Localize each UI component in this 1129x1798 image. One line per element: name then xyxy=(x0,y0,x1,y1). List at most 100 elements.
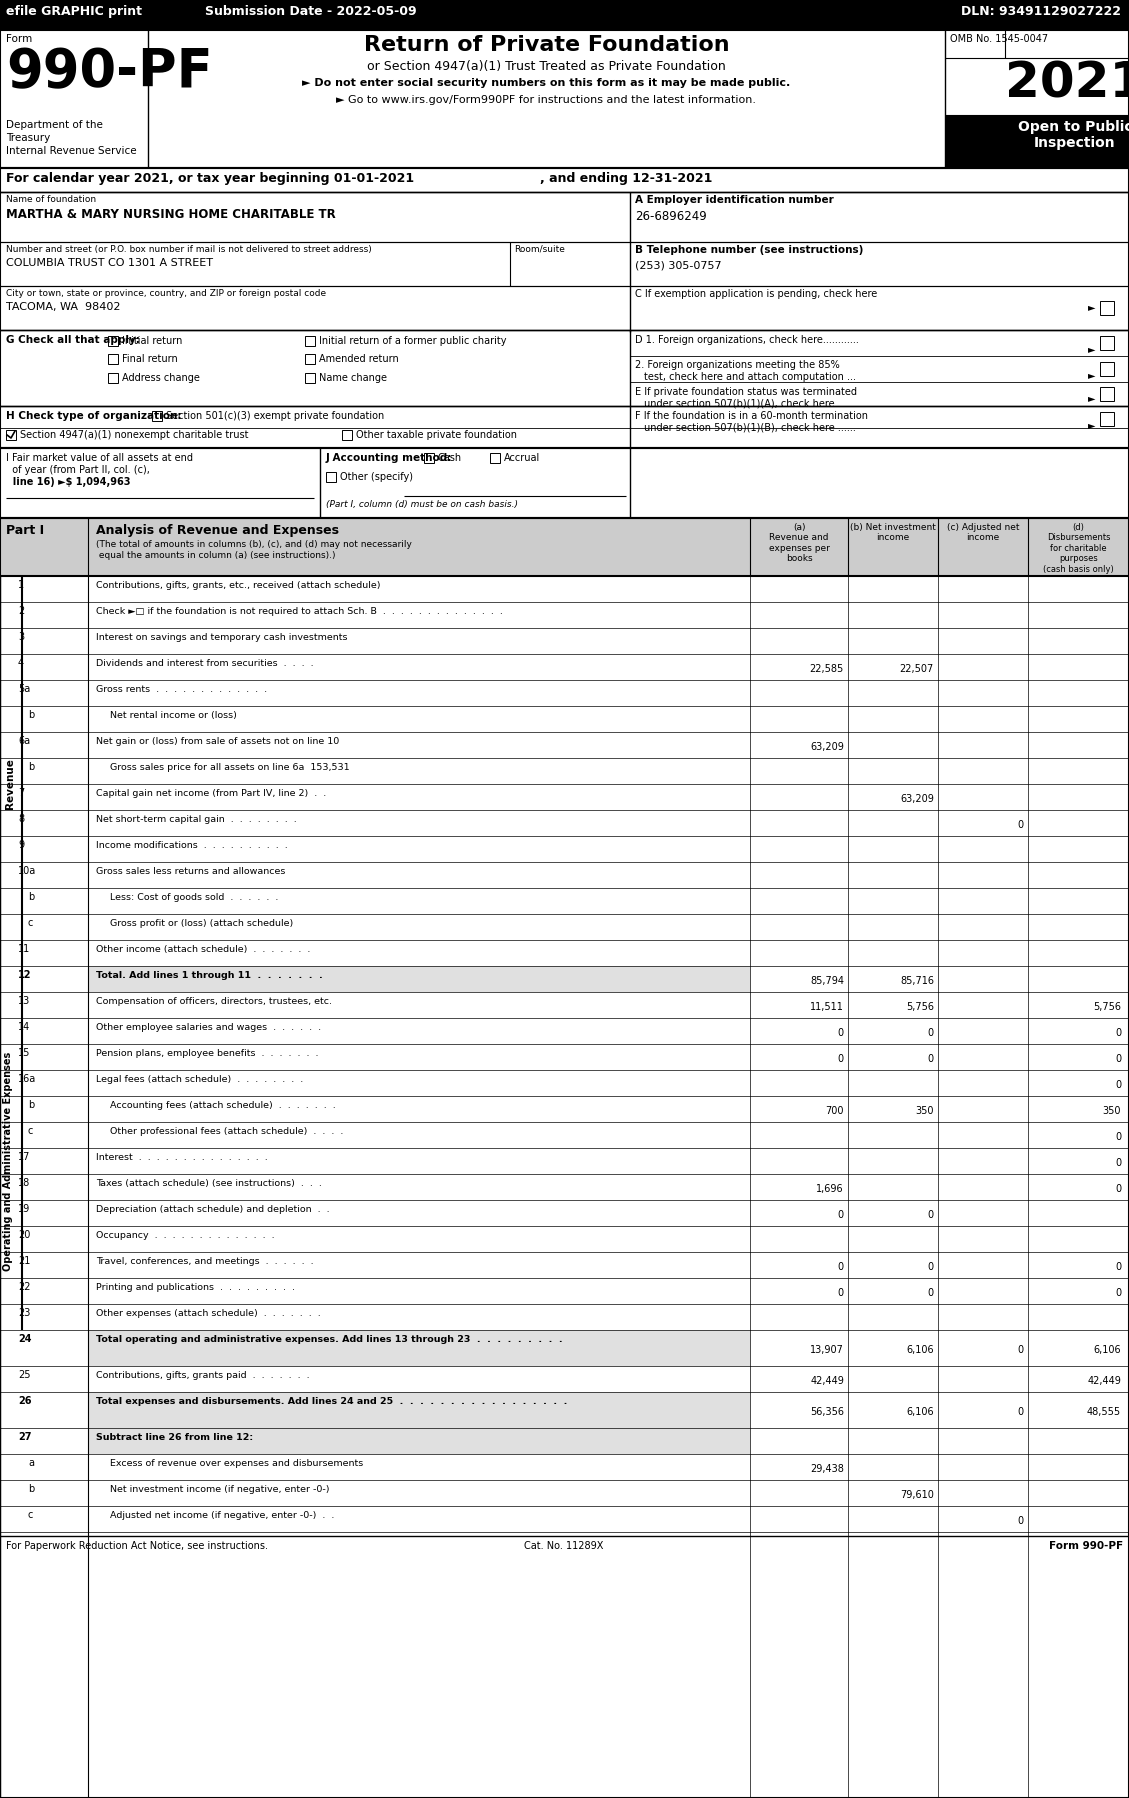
Text: Net short-term capital gain  .  .  .  .  .  .  .  .: Net short-term capital gain . . . . . . … xyxy=(96,814,297,823)
Text: OMB No. 1545-0047: OMB No. 1545-0047 xyxy=(949,34,1048,43)
Text: 22: 22 xyxy=(18,1282,30,1293)
Text: 56,356: 56,356 xyxy=(809,1408,844,1417)
Text: Address change: Address change xyxy=(122,372,200,383)
Text: Net gain or (loss) from sale of assets not on line 10: Net gain or (loss) from sale of assets n… xyxy=(96,737,339,746)
Text: Submission Date - 2022-05-09: Submission Date - 2022-05-09 xyxy=(205,5,417,18)
Text: MARTHA & MARY NURSING HOME CHARITABLE TR: MARTHA & MARY NURSING HOME CHARITABLE TR xyxy=(6,209,335,221)
Text: (b) Net investment
income: (b) Net investment income xyxy=(850,523,936,543)
Text: 42,449: 42,449 xyxy=(1087,1375,1121,1386)
Text: 21: 21 xyxy=(18,1257,30,1266)
Text: Operating and Administrative Expenses: Operating and Administrative Expenses xyxy=(3,1052,14,1271)
Text: Final return: Final return xyxy=(122,354,177,363)
Text: Accounting fees (attach schedule)  .  .  .  .  .  .  .: Accounting fees (attach schedule) . . . … xyxy=(110,1100,335,1109)
Text: Printing and publications  .  .  .  .  .  .  .  .  .: Printing and publications . . . . . . . … xyxy=(96,1284,295,1293)
Text: 2: 2 xyxy=(18,606,24,617)
Bar xyxy=(425,453,434,464)
Text: 990-PF: 990-PF xyxy=(6,47,212,99)
Text: 26: 26 xyxy=(18,1395,32,1406)
Text: 22,585: 22,585 xyxy=(809,663,844,674)
Bar xyxy=(152,412,161,421)
Bar xyxy=(88,966,750,992)
Text: Initial return of a former public charity: Initial return of a former public charit… xyxy=(320,336,507,345)
Text: b: b xyxy=(28,892,34,903)
Bar xyxy=(305,336,315,345)
Bar xyxy=(305,354,315,363)
Text: test, check here and attach computation ...: test, check here and attach computation … xyxy=(644,372,856,381)
Text: 11,511: 11,511 xyxy=(811,1001,844,1012)
Text: Amended return: Amended return xyxy=(320,354,399,363)
Text: of year (from Part II, col. (c),: of year (from Part II, col. (c), xyxy=(6,466,150,475)
Text: ►: ► xyxy=(1088,343,1095,354)
Text: Name change: Name change xyxy=(320,372,387,383)
Bar xyxy=(305,372,315,383)
Text: Net investment income (if negative, enter -0-): Net investment income (if negative, ente… xyxy=(110,1485,330,1494)
Text: 0: 0 xyxy=(1018,1408,1024,1417)
Text: 18: 18 xyxy=(18,1178,30,1188)
Text: Return of Private Foundation: Return of Private Foundation xyxy=(364,34,729,56)
Text: DLN: 93491129027222: DLN: 93491129027222 xyxy=(961,5,1121,18)
Text: Contributions, gifts, grants, etc., received (attach schedule): Contributions, gifts, grants, etc., rece… xyxy=(96,581,380,590)
Text: Gross rents  .  .  .  .  .  .  .  .  .  .  .  .  .: Gross rents . . . . . . . . . . . . . xyxy=(96,685,268,694)
Text: H Check type of organization:: H Check type of organization: xyxy=(6,412,182,421)
Text: Net rental income or (loss): Net rental income or (loss) xyxy=(110,710,237,719)
Text: 85,794: 85,794 xyxy=(809,976,844,985)
Text: Travel, conferences, and meetings  .  .  .  .  .  .: Travel, conferences, and meetings . . . … xyxy=(96,1257,314,1266)
Bar xyxy=(1100,361,1114,376)
Text: 0: 0 xyxy=(1018,820,1024,831)
Text: 79,610: 79,610 xyxy=(900,1491,934,1500)
Text: Contributions, gifts, grants paid  .  .  .  .  .  .  .: Contributions, gifts, grants paid . . . … xyxy=(96,1372,309,1381)
Text: 0: 0 xyxy=(928,1054,934,1064)
Text: 2. Foreign organizations meeting the 85%: 2. Foreign organizations meeting the 85% xyxy=(634,360,840,370)
Text: D 1. Foreign organizations, check here............: D 1. Foreign organizations, check here..… xyxy=(634,334,859,345)
Text: 0: 0 xyxy=(928,1287,934,1298)
Text: Accrual: Accrual xyxy=(504,453,541,464)
Text: Internal Revenue Service: Internal Revenue Service xyxy=(6,146,137,156)
Text: Excess of revenue over expenses and disbursements: Excess of revenue over expenses and disb… xyxy=(110,1458,364,1467)
Text: 10a: 10a xyxy=(18,867,36,876)
Text: A Employer identification number: A Employer identification number xyxy=(634,194,833,205)
Bar xyxy=(490,453,500,464)
Text: 6,106: 6,106 xyxy=(907,1408,934,1417)
Text: (Part I, column (d) must be on cash basis.): (Part I, column (d) must be on cash basi… xyxy=(326,500,518,509)
Text: Pension plans, employee benefits  .  .  .  .  .  .  .: Pension plans, employee benefits . . . .… xyxy=(96,1048,318,1057)
Text: 0: 0 xyxy=(1018,1516,1024,1527)
Text: Income modifications  .  .  .  .  .  .  .  .  .  .: Income modifications . . . . . . . . . . xyxy=(96,841,288,850)
Text: City or town, state or province, country, and ZIP or foreign postal code: City or town, state or province, country… xyxy=(6,289,326,298)
Text: b: b xyxy=(28,710,34,719)
Text: 23: 23 xyxy=(18,1307,30,1318)
Text: 0: 0 xyxy=(838,1210,844,1221)
Text: c: c xyxy=(28,919,34,928)
Text: 12: 12 xyxy=(18,969,32,980)
Text: (c) Adjusted net
income: (c) Adjusted net income xyxy=(947,523,1019,543)
Text: 14: 14 xyxy=(18,1021,30,1032)
Text: 0: 0 xyxy=(1114,1185,1121,1194)
Bar xyxy=(342,430,352,441)
Bar xyxy=(1100,412,1114,426)
Text: b: b xyxy=(28,1483,34,1494)
Text: Check ►□ if the foundation is not required to attach Sch. B  .  .  .  .  .  .  .: Check ►□ if the foundation is not requir… xyxy=(96,608,502,617)
Text: 19: 19 xyxy=(18,1205,30,1214)
Text: line 16) ►$ 1,094,963: line 16) ►$ 1,094,963 xyxy=(6,476,131,487)
Text: 0: 0 xyxy=(838,1028,844,1037)
Text: 6a: 6a xyxy=(18,735,30,746)
Text: ►: ► xyxy=(1088,421,1095,430)
Text: Capital gain net income (from Part IV, line 2)  .  .: Capital gain net income (from Part IV, l… xyxy=(96,789,326,798)
Text: 3: 3 xyxy=(18,633,24,642)
Text: Interest on savings and temporary cash investments: Interest on savings and temporary cash i… xyxy=(96,633,348,642)
Text: Open to Public
Inspection: Open to Public Inspection xyxy=(1017,120,1129,151)
Text: 7: 7 xyxy=(18,788,24,798)
Text: 29,438: 29,438 xyxy=(811,1464,844,1474)
Text: 0: 0 xyxy=(1114,1262,1121,1271)
Text: Analysis of Revenue and Expenses: Analysis of Revenue and Expenses xyxy=(96,523,339,538)
Text: 4: 4 xyxy=(18,658,24,669)
Bar xyxy=(108,336,119,345)
Text: Other expenses (attach schedule)  .  .  .  .  .  .  .: Other expenses (attach schedule) . . . .… xyxy=(96,1309,321,1318)
Text: Interest  .  .  .  .  .  .  .  .  .  .  .  .  .  .  .: Interest . . . . . . . . . . . . . . . xyxy=(96,1153,268,1162)
Text: Other (specify): Other (specify) xyxy=(340,473,413,482)
Text: (d)
Disbursements
for charitable
purposes
(cash basis only): (d) Disbursements for charitable purpose… xyxy=(1043,523,1114,574)
Text: Section 4947(a)(1) nonexempt charitable trust: Section 4947(a)(1) nonexempt charitable … xyxy=(20,430,248,441)
Text: Gross sales price for all assets on line 6a  153,531: Gross sales price for all assets on line… xyxy=(110,762,350,771)
Bar xyxy=(326,473,336,482)
Text: 0: 0 xyxy=(838,1054,844,1064)
Text: 0: 0 xyxy=(1114,1054,1121,1064)
